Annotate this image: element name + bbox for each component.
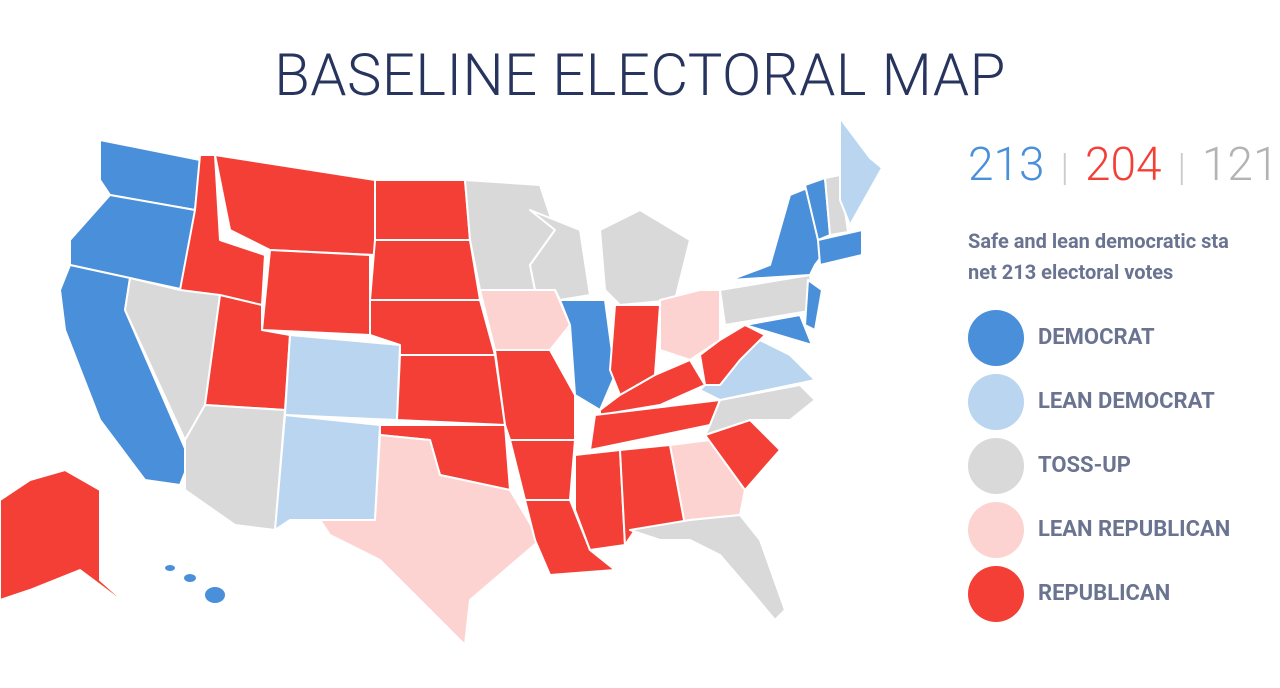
state [599,209,691,306]
legend-swatch [968,566,1024,622]
state [494,349,576,441]
state [817,229,863,266]
legend-swatch [968,310,1024,366]
vote-count: 213 [968,138,1045,192]
state [479,289,571,351]
legend-swatch [968,438,1024,494]
state [179,154,266,306]
state [509,439,576,501]
vote-count: 121 [1201,138,1279,192]
legend-swatch [968,502,1024,558]
vote-tally: 213 | 204 | 121 [968,138,1278,192]
state [0,469,146,621]
state [203,585,227,605]
description: Safe and lean democratic sta net 213 elec… [968,226,1229,288]
state [274,414,381,531]
legend-label: LEAN DEMOCRAT [1038,389,1215,414]
description-line: net 213 electoral votes [968,260,1174,284]
state [374,179,471,241]
state [319,434,541,646]
state [184,404,286,531]
description-line: Safe and lean democratic sta [968,229,1229,253]
state [824,174,849,236]
state [396,354,506,426]
legend-label: TOSS-UP [1038,453,1131,478]
state [744,314,813,346]
us-map [0,117,883,646]
state [261,249,371,336]
state [163,563,177,573]
state [574,449,626,551]
legend-label: LEAN REPUBLICAN [1038,517,1231,542]
state [839,117,883,226]
state [524,499,616,576]
state [629,514,786,621]
vote-count: 204 [1084,138,1162,192]
state [369,239,481,301]
separator: | [1060,146,1069,190]
legend-label: REPUBLICAN [1038,581,1171,606]
state [699,324,766,386]
title: BASELINE ELECTORAL MAP [274,42,1006,110]
state [804,279,823,331]
state [529,209,591,301]
separator: | [1177,146,1186,190]
state [214,154,376,256]
state [182,572,198,584]
legend-swatch [968,374,1024,430]
legend-label: DEMOCRAT [1038,325,1155,350]
state [284,334,401,421]
